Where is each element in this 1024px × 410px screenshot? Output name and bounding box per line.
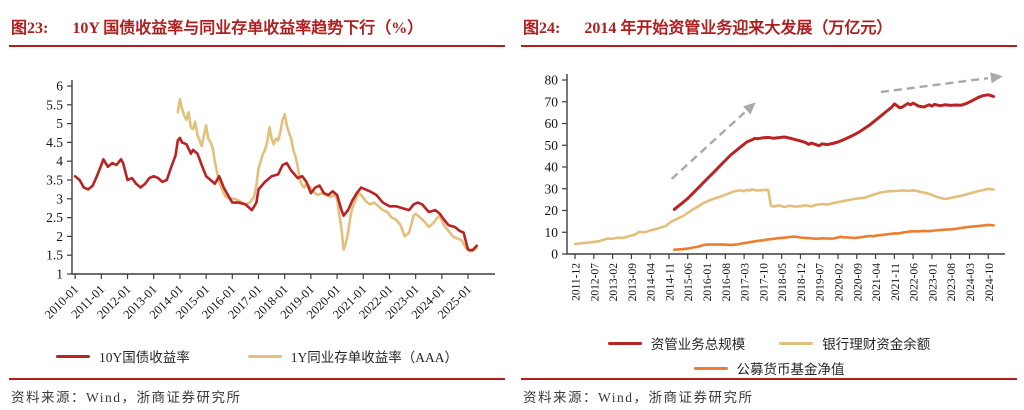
axes — [566, 74, 1005, 255]
x-tick-label: 2019-07 — [815, 263, 827, 302]
x-tick-label: 2018-12 — [796, 263, 808, 302]
title-rule — [521, 45, 1017, 47]
figure-23-heading: 图23: 10Y 国债收益率与同业存单收益率趋势下行（%） — [11, 14, 423, 38]
y-tick-label: 0 — [551, 247, 558, 262]
x-tick-label: 2017-03 — [740, 263, 752, 302]
legend-item: 1Y同业存单收益率（AAA） — [247, 346, 458, 366]
y-tick-label: 1 — [56, 267, 63, 282]
x-tick-label: 2020-09 — [852, 263, 864, 302]
x-tick-label: 2018-05 — [777, 263, 789, 302]
figure-23-legend: 10Y国债收益率 1Y同业存单收益率（AAA） — [9, 346, 505, 366]
y-tick-label: 10 — [545, 225, 559, 240]
legend-item: 10Y国债收益率 — [56, 346, 190, 366]
figure-24-label: 图24: — [523, 20, 561, 37]
legend-item: 资管业务总规模 — [607, 333, 746, 353]
trend-arrow-head — [743, 102, 756, 115]
figure-23-panel: 图23: 10Y 国债收益率与同业存单收益率趋势下行（%） 1 1.5 2 2.5 3 3.… — [9, 8, 505, 406]
y-tick-label: 3.5 — [46, 173, 63, 188]
figure-24-heading: 图24: 2014 年开始资管业务迎来大发展（万亿元） — [523, 14, 892, 38]
x-tick-label: 2023-01 — [927, 263, 939, 302]
x-tick-label: 2017-10 — [758, 263, 770, 302]
trend-arrow-line — [670, 111, 746, 180]
series-line-1 — [176, 97, 478, 253]
figure-23-label: 图23: — [11, 20, 49, 37]
y-tick-label: 2.5 — [46, 210, 63, 225]
legend-label: 资管业务总规模 — [650, 337, 746, 352]
series-line-1 — [573, 187, 995, 246]
trend-arrow-line — [880, 77, 989, 94]
y-tick-label: 4 — [56, 154, 63, 169]
y-tick-label: 40 — [545, 160, 559, 175]
y-tick-label: 80 — [545, 73, 559, 88]
x-tick-label: 2013-09 — [627, 263, 639, 302]
x-tick-label: 2015-06 — [683, 263, 695, 302]
legend-label: 1Y同业存单收益率（AAA） — [290, 350, 458, 365]
figure-23-chart: 11.522.533.544.555.562010-012011-012012-… — [42, 79, 495, 322]
x-tick-label: 2024-03 — [965, 263, 977, 302]
x-tick-label: 2016-08 — [721, 263, 733, 302]
figure-24-legend: 资管业务总规模 银行理财资金余额公募货币基金净值 — [521, 333, 1017, 378]
source-rule — [521, 378, 1017, 380]
x-tick-label: 2016-01 — [702, 263, 714, 302]
y-tick-label: 5 — [56, 116, 63, 131]
figure-24-chart: 0 10 20 30 40 50 60 70 80 2011-12 2012-07 2013-02 20… — [545, 72, 1005, 302]
legend-item: 公募货币基金净值 — [693, 358, 845, 378]
axes — [71, 80, 495, 275]
source-rule — [9, 378, 505, 380]
legend-line-swatch — [247, 354, 282, 358]
source-note: 资料来源：Wind，浙商证券研究所 — [523, 390, 754, 405]
legend-line-swatch — [56, 354, 90, 358]
title-rule — [9, 45, 505, 47]
legend-line-swatch — [779, 341, 814, 345]
legend-row: 资管业务总规模 银行理财资金余额 — [607, 333, 930, 353]
figure-23-title: 10Y 国债收益率与同业存单收益率趋势下行（%） — [72, 20, 424, 37]
y-tick-label: 6 — [56, 79, 63, 94]
x-tick-label: 2020-02 — [834, 263, 846, 302]
legend-label: 10Y国债收益率 — [99, 350, 190, 365]
figure-24-title: 2014 年开始资管业务迎来大发展（万亿元） — [584, 20, 893, 37]
series-line-2 — [673, 223, 995, 251]
y-tick-label: 60 — [545, 116, 559, 131]
y-tick-label: 70 — [545, 94, 559, 109]
y-tick-label: 3 — [56, 191, 63, 206]
series-line-0 — [672, 93, 996, 211]
figure-24-panel: 图24: 2014 年开始资管业务迎来大发展（万亿元） 0 10 20 30 40 50 60… — [521, 8, 1017, 406]
legend-line-swatch — [607, 341, 642, 345]
y-tick-label: 20 — [545, 203, 559, 218]
y-tick-label: 30 — [545, 181, 559, 196]
y-tick-label: 4.5 — [46, 135, 63, 150]
series-line-0 — [73, 136, 478, 252]
x-tick-label: 2012-07 — [589, 263, 601, 302]
x-tick-label: 2021-11 — [890, 263, 902, 301]
x-tick-label: 2023-08 — [946, 263, 958, 302]
x-tick-label: 2021-04 — [871, 263, 883, 302]
trend-arrow-head — [990, 72, 1003, 84]
x-tick-label: 2011-12 — [571, 263, 583, 301]
x-tick-label: 2014-11 — [664, 263, 676, 301]
source-note: 资料来源：Wind，浙商证券研究所 — [11, 390, 242, 405]
y-tick-label: 1.5 — [46, 248, 63, 263]
legend-row: 公募货币基金净值 — [693, 358, 845, 378]
y-tick-label: 5.5 — [46, 97, 63, 112]
y-tick-label: 50 — [545, 138, 559, 153]
x-tick-label: 2022-06 — [909, 263, 921, 302]
y-tick-label: 2 — [56, 229, 63, 244]
x-tick-label: 2014-04 — [646, 263, 658, 302]
legend-label: 公募货币基金净值 — [736, 362, 845, 377]
legend-line-swatch — [693, 366, 728, 370]
legend-row: 10Y国债收益率 1Y同业存单收益率（AAA） — [56, 346, 458, 366]
legend-label: 银行理财资金余额 — [822, 337, 931, 352]
x-tick-label: 2013-02 — [608, 263, 620, 302]
legend-item: 银行理财资金余额 — [779, 333, 930, 353]
x-tick-label: 2024-10 — [984, 263, 996, 302]
